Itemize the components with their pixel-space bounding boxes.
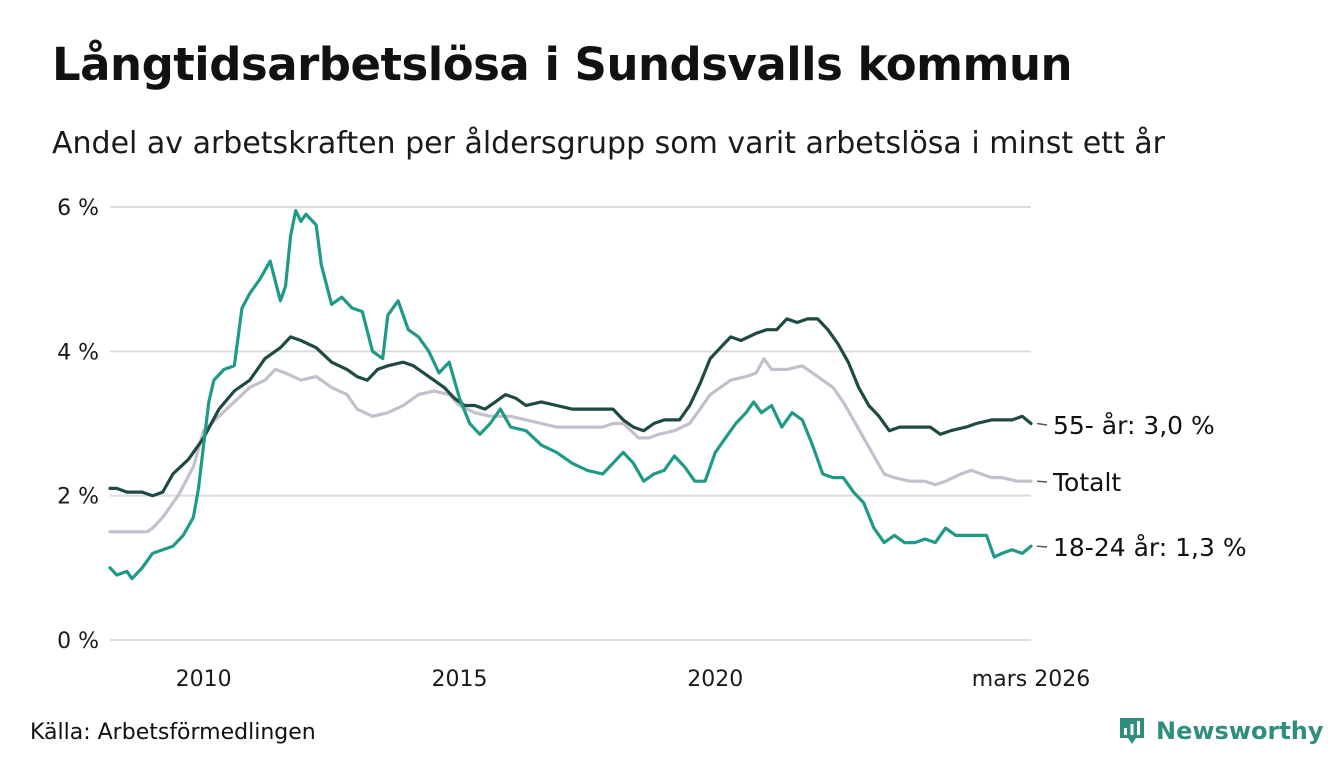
brand-logo[interactable]: Newsworthy — [1118, 714, 1324, 748]
y-tick-label: 4 % — [57, 340, 99, 365]
x-tick-label: 2020 — [687, 667, 743, 692]
gridlines — [110, 206, 1031, 641]
x-tick-label: mars 2026 — [972, 667, 1090, 692]
label-connector — [1036, 422, 1048, 426]
label-connector — [1036, 480, 1048, 483]
y-axis: 0 % 2 % 4 % 6 % — [57, 196, 99, 654]
series-lines — [108, 209, 1033, 581]
bar-chart-icon — [1120, 718, 1144, 744]
source-note: Källa: Arbetsförmedlingen — [30, 720, 316, 745]
series-end-labels: Totalt 55- år: 3,0 % 18-24 år: 1,3 % — [1036, 411, 1247, 562]
x-tick-label: 2015 — [431, 667, 487, 692]
x-tick-label: 2010 — [176, 667, 232, 692]
series-line — [108, 357, 1033, 534]
y-tick-label: 2 % — [57, 485, 99, 510]
brand-name: Newsworthy — [1156, 717, 1324, 745]
chart-title: Långtidsarbetslösa i Sundsvalls kommun — [52, 38, 1073, 91]
y-tick-label: 6 % — [57, 196, 99, 221]
series-end-label: 55- år: 3,0 % — [1053, 411, 1215, 440]
series-line — [108, 317, 1033, 498]
series-end-label: Totalt — [1052, 468, 1121, 497]
chart-subtitle: Andel av arbetskraften per åldersgrupp s… — [52, 126, 1165, 161]
series-line — [108, 209, 1033, 581]
label-connector — [1036, 545, 1048, 548]
x-axis: 2010 2015 2020 mars 2026 — [176, 667, 1091, 692]
y-tick-label: 0 % — [57, 629, 99, 654]
series-end-label: 18-24 år: 1,3 % — [1053, 533, 1247, 562]
